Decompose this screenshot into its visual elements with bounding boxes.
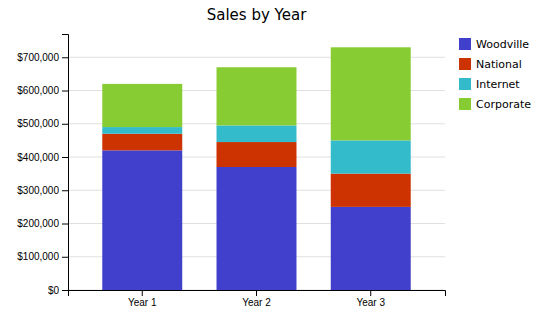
series — [102, 47, 410, 140]
tick-label: $200,000 — [17, 218, 59, 229]
bar — [102, 150, 182, 290]
tick-mark — [142, 290, 143, 296]
legend-label: Internet — [476, 78, 520, 91]
bar — [102, 134, 182, 151]
bar — [217, 142, 297, 167]
tick-label: $300,000 — [17, 185, 59, 196]
tick-label: $600,000 — [17, 85, 59, 96]
legend-label: Woodville — [476, 38, 529, 51]
tick: $400,000 — [17, 152, 68, 163]
bar — [331, 47, 411, 140]
tick-label: Year 2 — [242, 297, 271, 308]
tick-mark — [62, 124, 68, 125]
legend-label: National — [476, 58, 522, 71]
legend-item: Woodville — [459, 38, 529, 51]
axis-line — [62, 35, 69, 291]
legend-swatch — [459, 38, 471, 50]
bar — [331, 207, 411, 290]
bar — [102, 84, 182, 127]
y-axis: $0 $100,000 $200,000 $300,000 $400,000 $500,0… — [17, 35, 68, 296]
tick-mark — [62, 257, 68, 258]
tick: Year 3 — [356, 290, 385, 308]
title: Sales by Year — [207, 6, 307, 24]
bars — [102, 47, 410, 290]
legend: Woodville National Internet Corporate — [459, 38, 531, 111]
legend-item: National — [459, 58, 522, 71]
bar — [331, 174, 411, 207]
tick-label: $100,000 — [17, 251, 59, 262]
tick: $600,000 — [17, 85, 68, 96]
legend-swatch — [459, 98, 471, 110]
tick-label: $0 — [48, 285, 60, 296]
bar — [217, 125, 297, 142]
tick: $100,000 — [17, 251, 68, 262]
axis-line — [69, 291, 446, 297]
bar — [217, 167, 297, 290]
tick-mark — [62, 157, 68, 158]
tick-label: Year 1 — [128, 297, 157, 308]
tick-label: $500,000 — [17, 118, 59, 129]
tick: $200,000 — [17, 218, 68, 229]
legend-label: Corporate — [476, 98, 531, 111]
plot: $0 $100,000 $200,000 $300,000 $400,000 $500,0… — [17, 35, 445, 309]
tick-label: Year 3 — [356, 297, 385, 308]
tick: $300,000 — [17, 185, 68, 196]
tick-mark — [62, 190, 68, 191]
tick-mark — [370, 290, 371, 296]
tick-mark — [256, 290, 257, 296]
tick: $700,000 — [17, 52, 68, 63]
bar — [102, 127, 182, 134]
tick-label: $700,000 — [17, 52, 59, 63]
legend-swatch — [459, 78, 471, 90]
series — [102, 134, 410, 207]
tick: Year 2 — [242, 290, 271, 308]
tick: Year 1 — [128, 290, 157, 308]
x-axis: Year 1 Year 2 Year 3 — [69, 290, 446, 308]
tick-label: $400,000 — [17, 152, 59, 163]
bar — [217, 67, 297, 125]
tick: $500,000 — [17, 118, 68, 129]
tick-mark — [62, 290, 68, 291]
tick-mark — [62, 57, 68, 58]
chart: $0 $100,000 $200,000 $300,000 $400,000 $500,0… — [0, 0, 550, 318]
legend-swatch — [459, 58, 471, 70]
legend-item: Corporate — [459, 98, 531, 111]
bar — [331, 140, 411, 173]
tick-mark — [62, 224, 68, 225]
tick: $0 — [48, 285, 68, 296]
tick-mark — [62, 91, 68, 92]
legend-item: Internet — [459, 78, 520, 91]
